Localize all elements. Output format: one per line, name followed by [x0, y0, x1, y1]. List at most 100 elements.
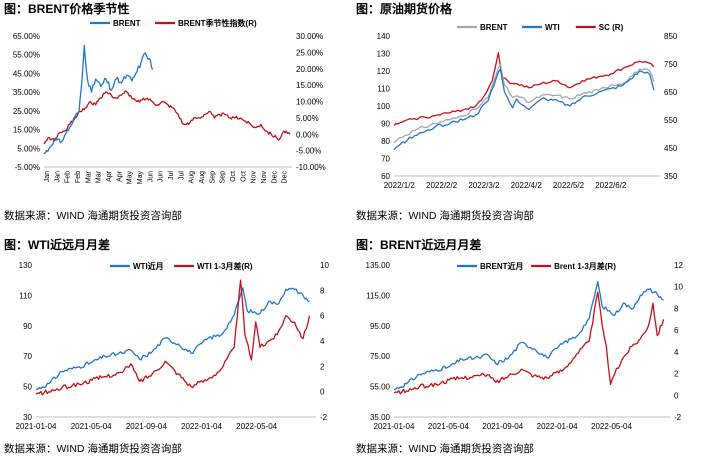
x-tick-label: Mar — [85, 170, 92, 183]
x-tick-label: Sep — [209, 171, 216, 184]
y2-tick-label: 10.00% — [296, 98, 323, 107]
x-tick-label: Feb — [75, 171, 82, 183]
legend-label: BRENT近月 — [480, 261, 524, 271]
y2-tick-label: 2 — [674, 370, 679, 379]
x-tick-label: 2022/6/2 — [595, 181, 627, 190]
legend-label: BRENT — [480, 23, 508, 32]
x-tick-label: 2021-01-04 — [16, 422, 57, 431]
y-tick-label: 115.00 — [366, 291, 390, 300]
x-tick-label: Aug — [189, 171, 196, 184]
panel-brent-spread: 图：BRENT近远月月差 35.00 55.00 75.00 95.00 115.00 1… — [352, 232, 704, 457]
series-line-1 — [43, 90, 291, 145]
y-tick-label: 70 — [23, 352, 32, 361]
y-tick-label: 75.00 — [370, 352, 391, 361]
y-tick-label: 45.00% — [13, 69, 40, 78]
legend-label: SC (R) — [599, 23, 624, 32]
legend-label: WTI近月 — [133, 261, 164, 271]
y-tick-label: 95.00 — [370, 322, 391, 331]
y2-tick-label: 8 — [320, 286, 325, 295]
y2-tick-label: 0 — [320, 388, 325, 397]
legend-label: WTI — [545, 23, 560, 32]
panel-title: 图：BRENT价格季节性 — [4, 2, 130, 16]
y-tick-label: 70 — [381, 155, 390, 164]
x-tick-label: 2021-01-04 — [374, 422, 415, 431]
y-tick-label: 120 — [377, 67, 391, 76]
legend-label: WTI 1-3月差(R) — [197, 261, 253, 271]
y-tick-label: 130 — [19, 261, 33, 270]
x-tick-label: May — [127, 171, 134, 185]
panel-title: 图：BRENT近远月月差 — [356, 238, 482, 252]
y2-tick-label: 4 — [674, 348, 679, 357]
source-note: 数据来源：WIND 海通期货投资咨询部 — [4, 443, 182, 455]
y2-tick-label: 650 — [664, 88, 678, 97]
y2-tick-label: 10 — [674, 283, 683, 292]
source-note: 数据来源：WIND 海通期货投资咨询部 — [4, 210, 182, 222]
source-note: 数据来源：WIND 海通期货投资咨询部 — [356, 210, 534, 222]
series-line-0 — [393, 281, 664, 391]
y-tick-label: 55.00 — [370, 383, 391, 392]
x-tick-label: Jun — [147, 171, 154, 182]
y2-tick-label: 750 — [664, 60, 678, 69]
x-tick-label: Jan — [54, 171, 61, 182]
x-tick-label: 2022-01-04 — [537, 422, 578, 431]
y-tick-label: 60 — [381, 172, 390, 181]
y2-tick-label: 30.00% — [296, 32, 323, 41]
panel-crude-futures: 图：原油期货价格 60 70 80 90 100 110 120 130 140 350 450 55… — [352, 0, 704, 228]
panel-title: 图：WTI近远月月差 — [4, 238, 110, 252]
brent-seasonality-chart: -5.00% 5.00% 15.00% 25.00% 35.00% 45.00% 55.00… — [13, 18, 326, 185]
y-tick-label: 135.00 — [366, 261, 391, 270]
y2-tick-label: 2 — [320, 362, 325, 371]
y2-tick-label: 12 — [674, 261, 683, 270]
x-tick-label: 2022-05-04 — [591, 422, 632, 431]
y-tick-label: 35.00 — [370, 413, 391, 422]
x-tick-label: Jan — [44, 171, 51, 182]
y-tick-label: 25.00% — [13, 107, 40, 116]
series-line-2 — [393, 52, 655, 127]
y2-tick-label: 0 — [674, 391, 679, 400]
y2-tick-label: 350 — [664, 172, 678, 181]
y-tick-label: 50 — [23, 383, 32, 392]
series-line-0 — [35, 287, 310, 391]
x-tick-label: Oct — [230, 171, 237, 182]
y2-tick-label: 850 — [664, 32, 678, 41]
series-line-1 — [393, 68, 655, 151]
y-tick-label: 55.00% — [13, 51, 40, 60]
x-tick-label: 2022/5/2 — [553, 181, 585, 190]
y2-tick-label: 6 — [320, 312, 325, 321]
series-line-0 — [43, 44, 154, 155]
x-tick-label: 2022/2/2 — [426, 181, 458, 190]
y-tick-label: 65.00% — [13, 32, 40, 41]
y-tick-label: 140 — [377, 32, 391, 41]
x-tick-label: 2021-05-04 — [71, 422, 112, 431]
y-tick-label: 100 — [377, 102, 391, 111]
x-tick-label: 2022-05-04 — [236, 422, 277, 431]
x-tick-label: Dec — [282, 171, 289, 184]
legend-label: BRENT季节性指数(R) — [178, 18, 257, 28]
y-tick-label: -5.00% — [15, 163, 40, 172]
x-tick-label: 2021-05-04 — [428, 422, 469, 431]
brent-spread-chart: 35.00 55.00 75.00 95.00 115.00 135.00 -2 0 2 4 6 8 1… — [366, 261, 684, 431]
y2-tick-label: -5.00% — [296, 147, 321, 156]
x-tick-label: Nov — [251, 171, 258, 184]
y-tick-label: 110 — [19, 291, 32, 300]
y2-tick-label: -10.00% — [296, 163, 326, 172]
y-tick-label: 5.00% — [17, 144, 40, 153]
crude-futures-chart: 60 70 80 90 100 110 120 130 140 350 450 550 650 750 85… — [377, 23, 678, 190]
y2-tick-label: 6 — [674, 326, 679, 335]
x-tick-label: 2022/4/2 — [511, 181, 543, 190]
x-tick-label: Dec — [271, 171, 278, 184]
x-tick-label: Jul — [168, 171, 175, 180]
y-tick-label: 130 — [377, 50, 391, 59]
x-tick-label: Jun — [158, 171, 165, 182]
legend-label: BRENT — [113, 19, 141, 28]
x-tick-label: Feb — [65, 171, 72, 183]
y2-tick-label: 4 — [320, 337, 325, 346]
y2-tick-label: 25.00% — [296, 48, 323, 57]
y-tick-label: 15.00% — [13, 126, 40, 135]
x-tick-label: 2022/3/2 — [468, 181, 500, 190]
wti-spread-chart: 30 50 70 90 110 130 -2 0 2 4 6 8 10 2021-01-04 2021-05… — [16, 261, 330, 431]
y2-tick-label: 550 — [664, 116, 678, 125]
y2-tick-label: -2 — [320, 413, 328, 422]
y2-tick-label: 450 — [664, 144, 678, 153]
y-tick-label: 110 — [377, 85, 390, 94]
